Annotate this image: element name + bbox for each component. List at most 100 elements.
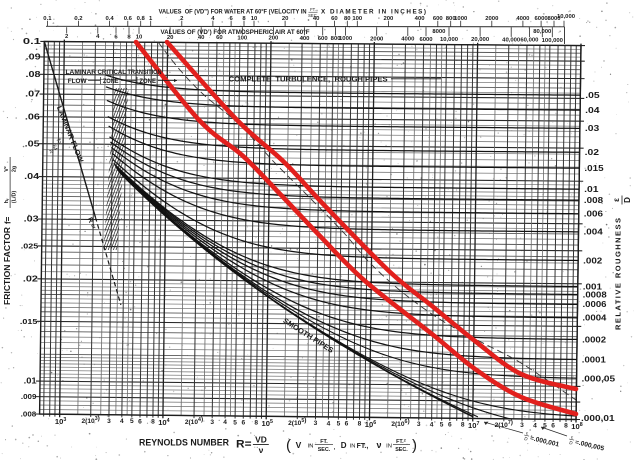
svg-text:8: 8 [564, 423, 568, 430]
svg-text:VD: VD [255, 435, 267, 445]
svg-text:V: V [296, 440, 302, 450]
svg-text:=.000,005: =.000,005 [574, 439, 605, 453]
svg-text:D: D [623, 197, 632, 203]
svg-text:20,000: 20,000 [471, 37, 490, 43]
svg-text:4000: 4000 [401, 37, 415, 43]
svg-text:3: 3 [520, 422, 524, 429]
svg-text:8: 8 [254, 420, 258, 427]
svg-text:4: 4 [120, 418, 124, 425]
svg-text:CRITICAL: CRITICAL [98, 69, 127, 76]
svg-text:6: 6 [138, 418, 142, 425]
svg-text:LAMINAR: LAMINAR [66, 69, 97, 76]
svg-text:D: D [524, 436, 529, 442]
svg-text:105: 105 [261, 419, 272, 428]
svg-text:104: 104 [158, 418, 169, 427]
svg-text:IN: IN [308, 444, 314, 450]
svg-text:4: 4 [533, 422, 537, 429]
svg-text:8: 8 [461, 422, 465, 429]
svg-text:60: 60 [331, 16, 338, 22]
svg-text:6000: 6000 [535, 16, 549, 22]
svg-text:(: ( [286, 437, 291, 454]
svg-text:FT.,: FT., [357, 443, 369, 450]
svg-text:FRICTION FACTOR: FRICTION FACTOR [2, 227, 12, 305]
svg-text:5: 5 [233, 419, 237, 426]
svg-text:REYNOLDS NUMBER: REYNOLDS NUMBER [139, 437, 229, 447]
svg-text:.06: .06 [25, 112, 41, 121]
svg-text:108: 108 [571, 422, 582, 431]
svg-text:ν: ν [259, 445, 264, 455]
svg-text:SEC.: SEC. [395, 447, 408, 453]
svg-text:3: 3 [210, 419, 214, 426]
svg-text:.000,05: .000,05 [582, 374, 616, 383]
svg-text:10: 10 [136, 35, 143, 41]
svg-text:2: 2 [65, 34, 69, 40]
svg-text:.03: .03 [24, 215, 40, 224]
svg-text:IN: IN [386, 444, 392, 450]
svg-text:ε: ε [526, 430, 529, 435]
svg-text:.03: .03 [585, 124, 600, 133]
svg-text:ν: ν [376, 440, 381, 450]
svg-text:6: 6 [551, 423, 555, 430]
svg-text:3: 3 [107, 418, 111, 425]
svg-text:.01: .01 [584, 185, 599, 194]
svg-text:5: 5 [130, 418, 134, 425]
svg-text:60,000: 60,000 [520, 38, 539, 44]
svg-text:80,000: 80,000 [533, 29, 552, 35]
svg-text:3: 3 [314, 420, 318, 427]
svg-text:4: 4 [211, 16, 215, 22]
svg-text:.008: .008 [584, 196, 604, 205]
svg-text:ZONE: ZONE [103, 78, 119, 85]
svg-text:5: 5 [337, 420, 341, 427]
svg-text:1000: 1000 [339, 36, 353, 42]
svg-text:.0002: .0002 [582, 335, 607, 344]
svg-text:.009: .009 [21, 392, 37, 401]
svg-text:600: 600 [433, 16, 444, 22]
svg-text:107: 107 [468, 421, 479, 430]
svg-text:200: 200 [268, 36, 279, 42]
svg-text:IN: IN [350, 444, 356, 450]
svg-text:6: 6 [229, 16, 233, 22]
svg-text:.04: .04 [585, 106, 600, 115]
svg-text:RELATIVE ROUGHNESS: RELATIVE ROUGHNESS [614, 218, 623, 330]
svg-text:.02: .02 [23, 274, 39, 283]
svg-text:1: 1 [149, 16, 153, 22]
svg-text:R=: R= [236, 439, 252, 451]
svg-text:FT.: FT. [310, 7, 316, 12]
svg-text:ε: ε [612, 198, 621, 202]
svg-text:6: 6 [345, 420, 349, 427]
svg-text:.01: .01 [24, 377, 38, 386]
svg-text:3: 3 [417, 421, 421, 428]
svg-text:200: 200 [383, 16, 394, 22]
svg-text:VALUES OF (VD”) FOR WATER AT: VALUES OF (VD”) FOR WATER AT 60°F (VELOC… [159, 8, 307, 16]
svg-text:400: 400 [415, 16, 426, 22]
svg-text:5: 5 [440, 421, 444, 428]
svg-text:.08: .08 [26, 70, 42, 79]
svg-text:8: 8 [358, 421, 362, 428]
svg-text:.000,01: .000,01 [581, 414, 615, 423]
svg-text:.006: .006 [584, 210, 604, 219]
svg-text:40,000: 40,000 [502, 38, 521, 44]
svg-text:6000: 6000 [419, 37, 433, 43]
svg-text:f=: f= [3, 216, 12, 224]
svg-text:6: 6 [114, 34, 118, 40]
svg-text:D: D [341, 441, 347, 450]
svg-text:2: 2 [180, 16, 184, 22]
svg-text:ε: ε [571, 434, 574, 439]
svg-text:100,000: 100,000 [542, 38, 564, 44]
svg-text:V²: V² [4, 166, 10, 172]
svg-text:FT.2: FT.2 [396, 437, 407, 445]
svg-text:.008: .008 [21, 410, 37, 419]
svg-text:2000: 2000 [485, 16, 499, 22]
svg-text:4: 4 [96, 34, 100, 40]
svg-text:6: 6 [241, 419, 245, 426]
svg-text:.05: .05 [585, 91, 600, 100]
svg-text:,: , [333, 442, 335, 451]
svg-text:80: 80 [344, 16, 351, 22]
svg-text:.002: .002 [583, 256, 603, 265]
svg-text:): ) [412, 437, 417, 454]
svg-text:10,000: 10,000 [557, 14, 576, 20]
svg-text:600: 600 [318, 36, 329, 42]
svg-text:cr: cr [89, 223, 97, 230]
svg-text:0.8: 0.8 [137, 16, 146, 22]
svg-text:10,000: 10,000 [440, 37, 459, 43]
